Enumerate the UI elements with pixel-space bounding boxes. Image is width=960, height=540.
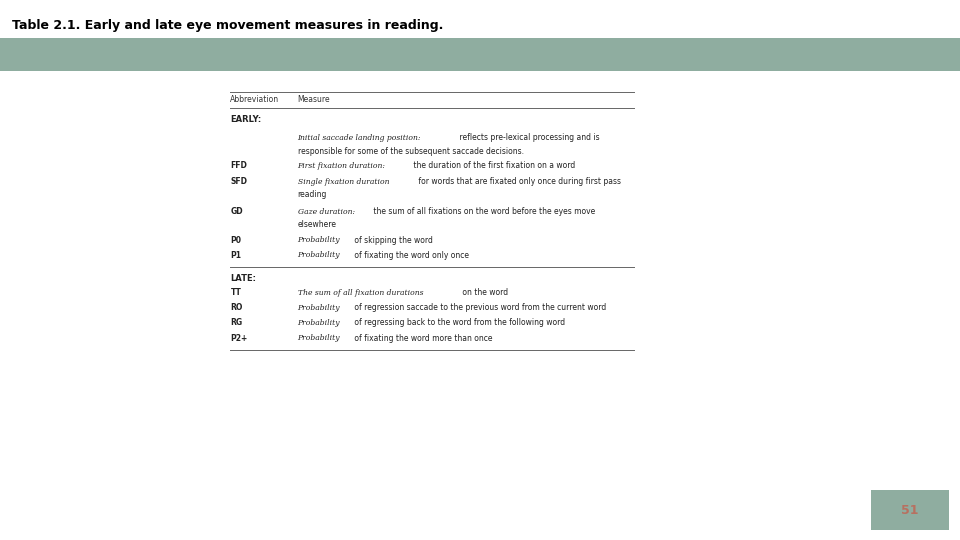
Text: First fixation duration:: First fixation duration: [298, 162, 386, 170]
Text: of skipping the word: of skipping the word [352, 236, 433, 245]
Text: Probability: Probability [298, 237, 340, 244]
Text: elsewhere: elsewhere [298, 220, 337, 228]
Text: P0: P0 [230, 236, 241, 245]
Text: Table 2.1. Early and late eye movement measures in reading.: Table 2.1. Early and late eye movement m… [12, 19, 443, 32]
Text: RO: RO [230, 303, 243, 312]
Text: of fixating the word only once: of fixating the word only once [352, 251, 469, 260]
Text: The sum of all fixation durations: The sum of all fixation durations [298, 289, 423, 296]
Text: Initial saccade landing position:: Initial saccade landing position: [298, 134, 421, 141]
Text: Gaze duration:: Gaze duration: [298, 208, 355, 215]
Text: on the word: on the word [460, 288, 508, 297]
Text: Probability: Probability [298, 334, 340, 342]
Text: SFD: SFD [230, 178, 248, 186]
Text: Single fixation duration: Single fixation duration [298, 178, 389, 186]
Text: EARLY:: EARLY: [230, 116, 262, 124]
Text: for words that are fixated only once during first pass: for words that are fixated only once dur… [416, 178, 621, 186]
Text: FFD: FFD [230, 161, 248, 170]
Text: the sum of all fixations on the word before the eyes move: the sum of all fixations on the word bef… [372, 207, 595, 216]
Text: LATE:: LATE: [230, 274, 256, 282]
Text: Probability: Probability [298, 319, 340, 327]
Text: Probability: Probability [298, 252, 340, 259]
Text: TT: TT [230, 288, 241, 297]
Bar [871, 490, 949, 530]
Text: Measure: Measure [298, 96, 330, 104]
Text: RG: RG [230, 319, 243, 327]
Text: 51: 51 [901, 503, 919, 517]
Text: responsible for some of the subsequent saccade decisions.: responsible for some of the subsequent s… [298, 147, 523, 156]
Text: Probability: Probability [298, 304, 340, 312]
Text: reflects pre-lexical processing and is: reflects pre-lexical processing and is [457, 133, 600, 142]
Text: P1: P1 [230, 251, 241, 260]
Text: reading: reading [298, 190, 327, 199]
Text: the duration of the first fixation on a word: the duration of the first fixation on a … [411, 161, 575, 170]
Text: of regression saccade to the previous word from the current word: of regression saccade to the previous wo… [352, 303, 607, 312]
Text: P2+: P2+ [230, 334, 248, 342]
Text: of fixating the word more than once: of fixating the word more than once [352, 334, 492, 342]
Text: GD: GD [230, 207, 243, 216]
Bar [0, 38, 960, 71]
Text: of regressing back to the word from the following word: of regressing back to the word from the … [352, 319, 565, 327]
Text: Abbreviation: Abbreviation [230, 96, 279, 104]
